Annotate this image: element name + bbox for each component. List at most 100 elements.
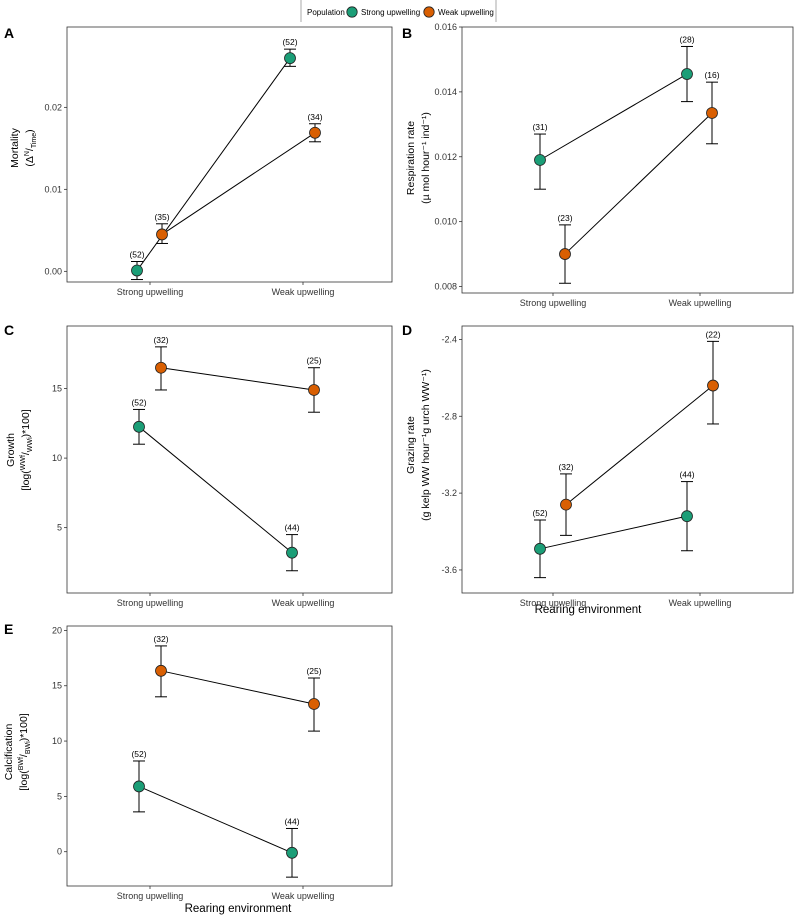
panel-c-xtick-label: Strong upwelling — [117, 598, 184, 608]
panel-a-ylabel-line2: (ΔN/Time) — [24, 129, 38, 166]
panel-e-ytick-label: 5 — [57, 791, 62, 801]
panel-e-strong-point — [286, 846, 298, 859]
panel-d-weak-point — [560, 498, 572, 511]
panel-a-series-weak-line — [161, 132, 316, 235]
panel-c-weak-n-label: (32) — [153, 335, 168, 345]
panel-b-xtick-label: Weak upwelling — [669, 298, 732, 308]
panel-e-weak-point — [308, 698, 320, 710]
panel-c-ylabel: Growth [log(WWf/WWi)*100] — [5, 409, 34, 490]
panel-e-weak-n-label: (25) — [306, 666, 321, 676]
panel-d-weak-point — [707, 379, 719, 392]
panel-c-strong-point — [286, 546, 298, 559]
panel-d: D Grazing rate (g kelp WW hour⁻¹g urch W… — [402, 322, 794, 616]
panel-a-xtick-label: Strong upwelling — [117, 287, 184, 297]
panel-b-frame — [461, 26, 794, 294]
panel-d-frame — [461, 325, 794, 594]
panel-e-ytick-label: 0 — [57, 847, 62, 857]
panel-e-ylabel-line1: Calcification — [3, 724, 15, 781]
panel-a-ylabel: Mortality (ΔN/Time) — [9, 127, 38, 167]
panel-b-ylabel: Respiration rate (µ mol hour⁻¹ ind⁻¹) — [405, 112, 432, 204]
panel-d-letter: D — [402, 322, 412, 338]
panel-d-ylabel: Grazing rate (g kelp WW hour⁻¹g urch WW⁻… — [405, 369, 432, 521]
panel-a-ytick-label: 0.02 — [44, 102, 62, 112]
panel-d-ytick-label: -2.8 — [441, 411, 457, 421]
panel-a-ylabel-line1: Mortality — [9, 127, 21, 167]
panel-a-frame — [66, 26, 393, 283]
panel-b-xtick-label: Strong upwelling — [520, 298, 587, 308]
panel-c-ylabel-line1: Growth — [5, 433, 17, 467]
panel-e-series-strong-line — [138, 785, 293, 854]
panel-b-strong-point — [681, 68, 693, 80]
panel-e-strong-n-label: (44) — [284, 816, 299, 826]
panel-c-ytick-label: 15 — [52, 384, 62, 394]
panel-b-strong-point — [534, 154, 546, 166]
panel-b: B Respiration rate (µ mol hour⁻¹ ind⁻¹) … — [402, 22, 794, 308]
panel-c: C Growth [log(WWf/WWi)*100] 5 10 15 Strong … — [4, 322, 393, 608]
panel-e-xtick-label: Weak upwelling — [272, 891, 335, 901]
panel-c-strong-point — [133, 420, 145, 433]
panel-a-ytick-label: 0.01 — [44, 184, 62, 194]
panel-d-strong-point — [534, 542, 546, 555]
panel-b-letter: B — [402, 25, 412, 41]
panel-e-ytick-label: 10 — [52, 736, 62, 746]
panel-c-ylabel-line2: [log(WWf/WWi)*100] — [20, 409, 34, 490]
panel-d-xtick-label: Strong upwelling — [520, 598, 587, 608]
panel-b-series-weak-line — [564, 112, 713, 255]
panel-a-weak-point — [309, 126, 321, 139]
panel-a-weak-n-label: (34) — [307, 112, 322, 122]
panel-a-letter: A — [4, 25, 14, 41]
panel-b-ytick-label: 0.016 — [434, 22, 457, 32]
panel-b-ytick-label: 0.010 — [434, 217, 457, 227]
panel-c-ytick-label: 10 — [52, 453, 62, 463]
panel-d-xlabel: Rearing environment — [535, 604, 643, 616]
panel-d-series-strong-line — [539, 515, 688, 550]
panel-d-weak-n-label: (22) — [705, 329, 720, 339]
panel-d-strong-n-label: (44) — [679, 470, 694, 480]
panel-d-xtick-label: Weak upwelling — [669, 598, 732, 608]
panel-c-frame — [66, 325, 393, 594]
panel-d-strong-point — [681, 510, 693, 523]
panel-e-ylabel: Calcification [log(BWf/BWi)*100] — [3, 713, 32, 791]
panel-e-ytick-label: 15 — [52, 681, 62, 691]
panel-d-ylabel-line2: (g kelp WW hour⁻¹g urch WW⁻¹) — [420, 369, 432, 521]
panel-b-ytick-label: 0.014 — [434, 87, 457, 97]
panel-e-strong-point — [133, 780, 145, 793]
panel-c-strong-n-label: (52) — [131, 397, 146, 407]
legend-title: Population — [307, 8, 345, 17]
legend: Population Strong upwelling Weak upwelli… — [300, 0, 497, 22]
panel-e-letter: E — [4, 621, 13, 637]
panel-b-weak-n-label: (23) — [557, 213, 572, 223]
panel-a-weak-n-label: (35) — [154, 212, 169, 222]
panel-c-ytick-label: 5 — [57, 523, 62, 533]
panel-d-ytick-label: -2.4 — [441, 334, 457, 344]
panel-a-xtick-label: Weak upwelling — [272, 287, 335, 297]
panel-c-series-weak-line — [160, 367, 315, 391]
panel-d-strong-n-label: (52) — [532, 508, 547, 518]
panel-e-series-weak-line — [160, 670, 315, 705]
panel-d-ytick-label: -3.2 — [441, 488, 457, 498]
panel-d-ytick-label: -3.6 — [441, 565, 457, 575]
panel-b-weak-point — [706, 107, 718, 119]
panel-a-strong-n-label: (52) — [129, 250, 144, 260]
panel-e-weak-point — [155, 664, 167, 677]
panel-c-letter: C — [4, 322, 14, 338]
panel-b-ylabel-line1: Respiration rate — [405, 121, 417, 195]
panel-b-weak-n-label: (16) — [704, 70, 719, 80]
panel-c-series-strong-line — [138, 426, 293, 554]
panel-a-ytick-label: 0.00 — [44, 266, 62, 276]
panel-b-strong-n-label: (28) — [679, 34, 694, 44]
panel-a-weak-point — [156, 228, 168, 241]
panel-e-strong-n-label: (52) — [131, 749, 146, 759]
panel-c-strong-n-label: (44) — [284, 523, 299, 533]
legend-marker-strong — [346, 6, 358, 18]
panel-a-strong-n-label: (52) — [282, 37, 297, 47]
panel-d-weak-n-label: (32) — [558, 462, 573, 472]
panel-c-weak-point — [308, 384, 320, 396]
panel-c-xtick-label: Weak upwelling — [272, 598, 335, 608]
panel-e-ytick-label: 20 — [52, 625, 62, 635]
panel-c-weak-n-label: (25) — [306, 356, 321, 366]
panel-b-series-strong-line — [539, 73, 688, 161]
panel-d-ylabel-line1: Grazing rate — [405, 416, 417, 474]
legend-marker-weak — [423, 6, 435, 18]
